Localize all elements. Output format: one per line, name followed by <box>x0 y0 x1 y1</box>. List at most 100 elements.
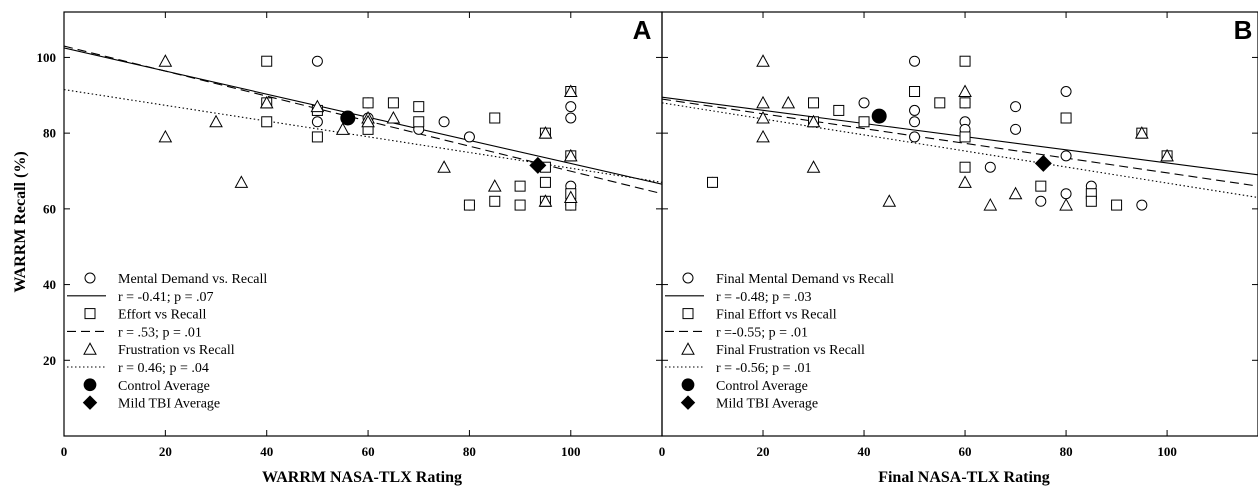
point-square-a <box>261 55 273 67</box>
y-axis-title: WARRM Recall (%) <box>12 151 29 292</box>
point-triangle-b <box>983 198 998 211</box>
x-tick-label-b: 40 <box>858 444 871 459</box>
point-triangle-b <box>958 84 972 97</box>
point-triangle-a <box>386 110 401 124</box>
point-triangle-a <box>487 179 502 192</box>
point-square-a <box>463 199 475 211</box>
legend-marker-triangle-a <box>83 342 97 355</box>
point-circle-b <box>1136 199 1148 211</box>
legend-marker-square-b <box>682 308 694 320</box>
point-filled-diamond-a <box>529 156 547 174</box>
point-circle-a <box>565 101 577 113</box>
point-triangle-b <box>1160 148 1174 162</box>
legend-label-a: r = -0.41; p = .07 <box>118 290 214 305</box>
point-circle-a <box>463 131 475 143</box>
point-square-b <box>808 97 820 109</box>
x-tick-label-b: 60 <box>959 444 972 459</box>
x-tick-label-a: 40 <box>260 444 273 459</box>
point-square-b <box>833 104 845 116</box>
point-filled-circle-a <box>340 110 356 126</box>
point-circle-b <box>1010 101 1022 113</box>
legend-label-b: r =-0.55; p = .01 <box>716 325 808 340</box>
point-triangle-b <box>882 194 897 207</box>
y-tick-label: 40 <box>43 277 56 292</box>
point-square-b <box>934 97 946 109</box>
x-tick-label-a: 0 <box>61 444 68 459</box>
point-square-b <box>1035 180 1047 192</box>
point-triangle-b <box>756 95 770 109</box>
point-triangle-a <box>209 114 223 128</box>
point-square-a <box>413 101 425 113</box>
point-triangle-a <box>563 148 578 162</box>
point-square-b <box>959 55 971 67</box>
point-triangle-b <box>958 175 972 188</box>
x-axis-title-a: WARRM NASA-TLX Rating <box>262 469 462 486</box>
point-triangle-a <box>234 175 249 188</box>
point-square-a <box>514 180 526 192</box>
x-axis-title-b: Final NASA-TLX Rating <box>878 469 1050 486</box>
point-square-a <box>489 195 501 207</box>
point-circle-b <box>1060 86 1072 97</box>
legend-label-a: r = .53; p = .01 <box>118 325 202 340</box>
point-square-b <box>909 86 921 97</box>
point-triangle-a <box>361 114 375 128</box>
point-triangle-b <box>781 95 796 109</box>
x-tick-label-a: 80 <box>463 444 476 459</box>
fit-line-dotted-a <box>64 89 662 183</box>
point-triangle-b <box>806 114 821 128</box>
legend-label-b: Mild TBI Average <box>716 397 818 412</box>
point-circle-b <box>909 55 921 67</box>
point-circle-a <box>565 112 577 124</box>
x-tick-label-b: 0 <box>659 444 666 459</box>
legend-label-b: r = -0.56; p = .01 <box>716 361 812 376</box>
point-filled-circle-b <box>871 108 887 124</box>
point-square-b <box>959 131 971 143</box>
point-circle-b <box>858 97 870 109</box>
point-square-a <box>489 112 501 124</box>
point-square-b <box>959 97 971 109</box>
point-square-b <box>1060 112 1072 124</box>
point-square-a <box>539 176 551 188</box>
point-square-b <box>959 161 971 173</box>
y-tick-label: 80 <box>43 126 56 141</box>
point-circle-a <box>311 55 323 67</box>
point-triangle-a <box>538 194 553 207</box>
plot-frame-b <box>661 11 1258 437</box>
y-tick-label: 60 <box>43 201 56 216</box>
point-circle-b <box>1010 123 1022 135</box>
point-circle-a <box>438 116 450 128</box>
legend-label-b: Final Effort vs Recall <box>716 308 837 323</box>
point-triangle-a <box>335 122 350 135</box>
legend-label-a: Effort vs Recall <box>118 308 206 323</box>
panel-a: 0 20 40 60 80 100 20 40 60 80 100 Mental Demand vs.… <box>37 11 663 459</box>
point-circle-b <box>984 161 996 173</box>
point-triangle-a <box>158 129 173 143</box>
x-tick-label-a: 60 <box>362 444 375 459</box>
point-triangle-a <box>437 160 451 173</box>
fit-line-dashed-b <box>662 98 1258 187</box>
legend-label-b: r = -0.48; p = .03 <box>716 290 812 305</box>
point-square-b <box>707 176 719 188</box>
point-square-a <box>311 131 323 143</box>
point-triangle-a <box>259 95 274 109</box>
legend-marker-square-a <box>84 308 96 320</box>
legend-label-a: Mental Demand vs. Recall <box>118 272 267 287</box>
point-square-a <box>514 199 526 211</box>
y-tick-label: 100 <box>37 50 57 65</box>
point-square-a <box>362 97 374 109</box>
point-square-b <box>1085 195 1097 207</box>
point-filled-diamond-b <box>1034 154 1052 172</box>
point-square-a <box>261 116 273 128</box>
legend-label-a: Mild TBI Average <box>118 397 220 412</box>
point-circle-b <box>1060 188 1072 200</box>
point-triangle-b <box>1134 126 1149 139</box>
point-square-b <box>1111 199 1123 211</box>
point-circle-b <box>1035 195 1047 207</box>
point-triangle-b <box>1059 198 1073 211</box>
point-circle-b <box>909 116 921 128</box>
legend-label-b: Final Mental Demand vs Recall <box>716 272 894 287</box>
legend-label-b: Final Frustration vs Recall <box>716 343 865 358</box>
point-triangle-b <box>756 54 770 67</box>
point-circle-a <box>311 116 323 128</box>
point-square-a <box>387 97 399 109</box>
